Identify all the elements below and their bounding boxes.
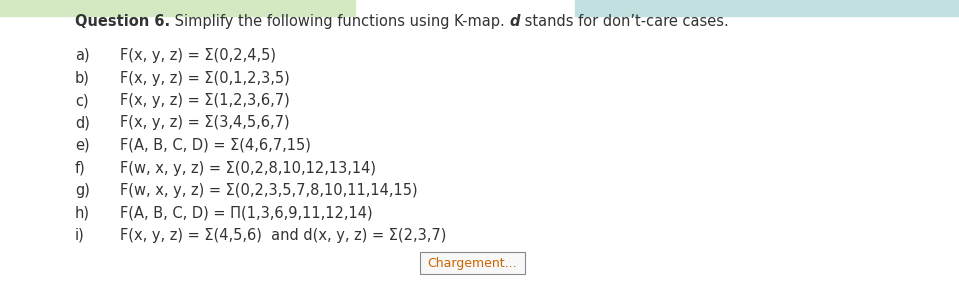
Text: d: d	[509, 14, 520, 29]
Text: Simplify the following functions using K-map.: Simplify the following functions using K…	[170, 14, 509, 29]
Text: F(w, x, y, z) = Σ(0,2,3,5,7,8,10,11,14,15): F(w, x, y, z) = Σ(0,2,3,5,7,8,10,11,14,1…	[120, 183, 417, 198]
Text: stands for don’t-care cases.: stands for don’t-care cases.	[520, 14, 729, 29]
Text: F(w, x, y, z) = Σ(0,2,8,10,12,13,14): F(w, x, y, z) = Σ(0,2,8,10,12,13,14)	[120, 160, 376, 175]
Text: g): g)	[75, 183, 90, 198]
Text: h): h)	[75, 205, 90, 220]
Text: c): c)	[75, 93, 88, 108]
Text: e): e)	[75, 138, 89, 153]
Text: f): f)	[75, 160, 85, 175]
Text: Chargement...: Chargement...	[428, 257, 517, 269]
Text: F(x, y, z) = Σ(4,5,6)  and d(x, y, z) = Σ(2,3,7): F(x, y, z) = Σ(4,5,6) and d(x, y, z) = Σ…	[120, 228, 446, 243]
Text: F(A, B, C, D) = Π(1,3,6,9,11,12,14): F(A, B, C, D) = Π(1,3,6,9,11,12,14)	[120, 205, 373, 220]
Text: F(x, y, z) = Σ(0,1,2,3,5): F(x, y, z) = Σ(0,1,2,3,5)	[120, 71, 290, 86]
Text: F(x, y, z) = Σ(3,4,5,6,7): F(x, y, z) = Σ(3,4,5,6,7)	[120, 115, 290, 131]
Text: F(A, B, C, D) = Σ(4,6,7,15): F(A, B, C, D) = Σ(4,6,7,15)	[120, 138, 311, 153]
Text: F(x, y, z) = Σ(1,2,3,6,7): F(x, y, z) = Σ(1,2,3,6,7)	[120, 93, 290, 108]
Text: F(x, y, z) = Σ(0,2,4,5): F(x, y, z) = Σ(0,2,4,5)	[120, 48, 276, 63]
Text: b): b)	[75, 71, 90, 86]
Text: a): a)	[75, 48, 89, 63]
FancyBboxPatch shape	[420, 252, 525, 274]
Text: Question 6.: Question 6.	[75, 14, 170, 29]
Text: d): d)	[75, 115, 90, 131]
Text: i): i)	[75, 228, 84, 243]
